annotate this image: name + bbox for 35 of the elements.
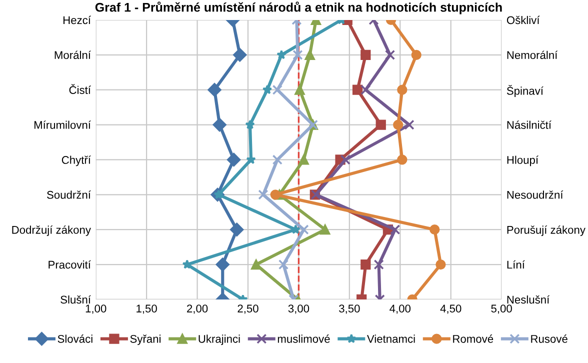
y-tick-label: Pracovití xyxy=(48,260,91,269)
x-tick-label: 4,00 xyxy=(390,304,411,314)
y-tick-label: Hezcí xyxy=(63,16,91,24)
x-tick-label: 1,00 xyxy=(86,304,106,314)
legend-label: muslimové xyxy=(278,334,330,343)
x-tick-label: 2,50 xyxy=(238,304,258,314)
y-tick-label: Chytří xyxy=(62,156,91,166)
y-tick-label: Čistí xyxy=(69,84,91,94)
y-tick-label: Mírumilovní xyxy=(34,120,91,129)
legend-label: Ukrajinci xyxy=(198,334,240,346)
y-tick-label: Slušní xyxy=(60,295,91,304)
legend-label: Syřani xyxy=(130,334,161,346)
y2-tick-label: Násilničtí xyxy=(507,120,552,129)
x-tick-label: 2,00 xyxy=(187,304,208,314)
legend-label: Rusové xyxy=(531,334,568,343)
y-tick-label: Morální xyxy=(54,50,91,60)
y-tick-label: Dodržují zákony xyxy=(12,226,91,236)
chart-title: Graf 1 - Průměrné umístění národů a etnik na hodnoticích stupnicích xyxy=(95,2,502,14)
x-tick-label: 1,50 xyxy=(136,304,157,314)
y2-tick-label: Nesoudržní xyxy=(507,190,564,199)
x-tick-label: 4,50 xyxy=(440,304,462,314)
y-tick-label: Soudržní xyxy=(47,190,91,199)
y2-tick-label: Špinaví xyxy=(506,84,544,98)
y2-tick-label: Porušují zákony xyxy=(507,226,586,236)
y2-tick-label: Líní xyxy=(507,260,525,269)
legend-label: Vietnamci xyxy=(366,334,415,343)
y2-tick-label: Nemorální xyxy=(507,50,558,60)
y2-tick-label: Hloupí xyxy=(507,156,538,166)
legend-label: Slováci xyxy=(58,334,92,343)
y2-tick-label: Neslušní xyxy=(507,295,550,304)
x-tick-label: 3,00 xyxy=(288,304,310,314)
x-tick-label: 5,00 xyxy=(491,304,512,314)
x-tick-label: 3,50 xyxy=(339,304,360,314)
y2-tick-label: Oškliví xyxy=(506,16,540,24)
legend-label: Romové xyxy=(453,334,494,343)
